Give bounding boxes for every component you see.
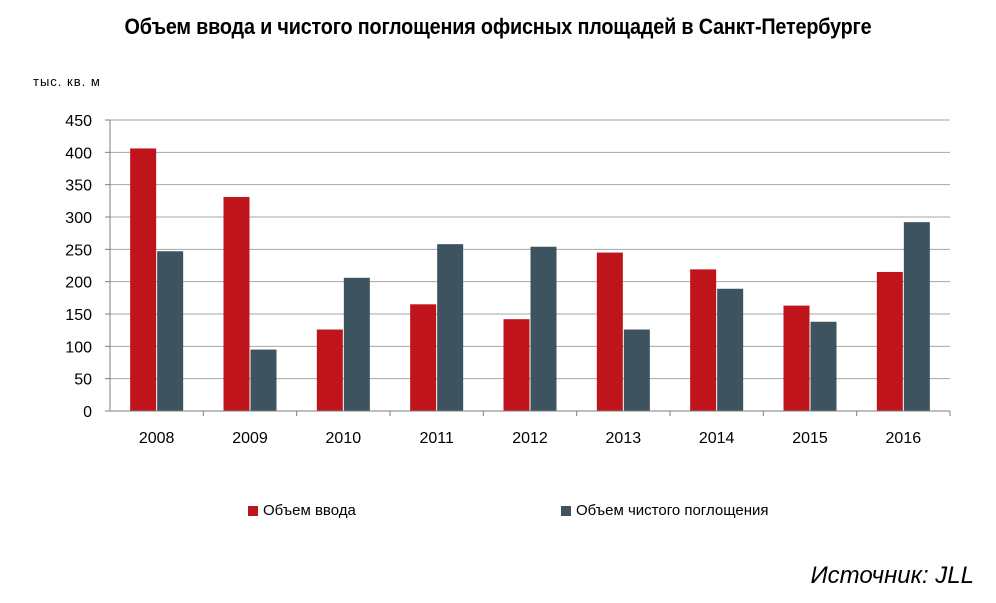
- x-tick-label: 2009: [232, 430, 268, 447]
- y-tick-label: 200: [65, 275, 92, 292]
- bar-absorption-2010: [343, 277, 370, 411]
- y-tick-label: 300: [65, 210, 92, 227]
- bar-input-2008: [130, 148, 157, 411]
- bar-input-2015: [783, 305, 810, 411]
- bar-input-2012: [503, 319, 530, 411]
- bar-input-2014: [690, 269, 717, 411]
- legend-swatch-absorption: [561, 505, 571, 516]
- y-tick-label: 250: [65, 242, 92, 259]
- grid-lines: [110, 119, 950, 380]
- bar-absorption-2009: [250, 349, 277, 411]
- bar-absorption-2016: [903, 222, 930, 411]
- bar-input-2013: [596, 252, 623, 411]
- chart-title: Объем ввода и чистого поглощения офисных…: [124, 14, 872, 39]
- x-tick-label: 2016: [886, 430, 922, 447]
- tick-labels: 0 50 100 150 200 250 300 350 400 450 2008 2009 2010 2…: [65, 113, 921, 447]
- bar-absorption-2015: [810, 321, 837, 411]
- legend-item-absorption: Объем чистого поглощения: [561, 502, 769, 519]
- axes: [105, 119, 951, 416]
- x-tick-label: 2008: [139, 430, 175, 447]
- bar-absorption-2013: [623, 329, 650, 411]
- y-tick-label: 450: [65, 113, 92, 130]
- legend-label-input: Объем ввода: [263, 502, 356, 519]
- legend-label-absorption: Объем чистого поглощения: [576, 502, 769, 519]
- y-tick-label: 150: [65, 307, 92, 324]
- x-tick-label: 2011: [419, 430, 454, 447]
- bar-absorption-2012: [530, 246, 557, 411]
- x-tick-label: 2013: [606, 430, 642, 447]
- bar-input-2016: [876, 271, 903, 411]
- legend-item-input: Объем ввода: [248, 502, 356, 519]
- bar-input-2011: [410, 304, 437, 411]
- bars: [130, 148, 930, 411]
- y-tick-label: 100: [65, 339, 92, 356]
- x-tick-label: 2010: [326, 430, 362, 447]
- bar-input-2009: [223, 196, 250, 411]
- x-tick-label: 2012: [512, 430, 548, 447]
- bar-absorption-2014: [717, 288, 744, 411]
- bar-absorption-2011: [437, 244, 464, 411]
- y-tick-label: 50: [74, 372, 92, 389]
- bar-absorption-2008: [157, 251, 184, 411]
- source-note: Источник: JLL: [810, 562, 975, 589]
- bar-input-2010: [316, 329, 343, 411]
- legend-swatch-input: [248, 505, 258, 516]
- y-tick-label: 350: [65, 178, 92, 195]
- x-tick-label: 2014: [699, 430, 735, 447]
- y-tick-label: 400: [65, 145, 92, 162]
- x-tick-label: 2015: [792, 430, 828, 447]
- y-axis-unit-label: тыс. кв. м: [33, 74, 101, 89]
- y-tick-label: 0: [83, 404, 92, 421]
